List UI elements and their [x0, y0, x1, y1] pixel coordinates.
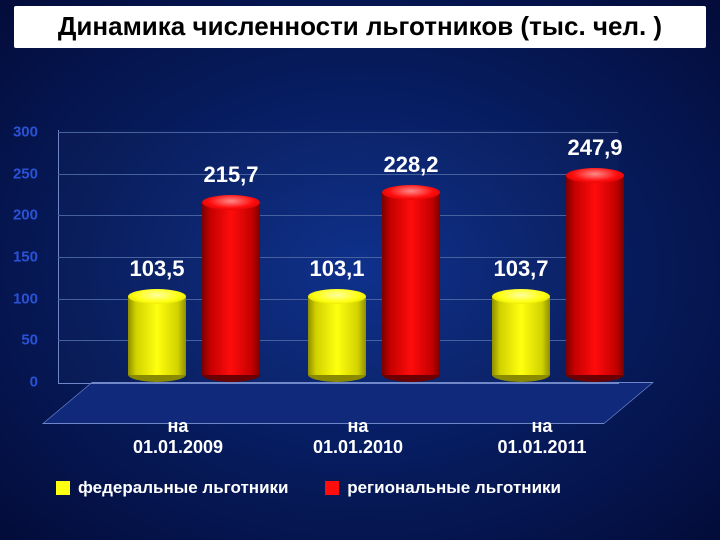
- bar-value-label: 228,2: [366, 152, 456, 178]
- x-category-label: на 01.01.2010: [288, 416, 428, 457]
- y-tick-label: 50: [2, 332, 38, 349]
- bar-regional: [566, 175, 624, 382]
- bar-value-label: 215,7: [186, 162, 276, 188]
- y-tick-label: 200: [2, 207, 38, 224]
- bar-group: 103,1228,2: [308, 130, 478, 382]
- bar-federal: [128, 296, 186, 382]
- bar-value-label: 103,5: [112, 256, 202, 282]
- bar-value-label: 103,7: [476, 256, 566, 282]
- legend-swatch-regional: [325, 481, 339, 495]
- bar-regional: [202, 202, 260, 382]
- bar-federal: [308, 296, 366, 382]
- bar-regional: [382, 192, 440, 382]
- bar-chart: 103,5215,7103,1228,2103,7247,9 050100150…: [46, 118, 682, 478]
- legend-swatch-federal: [56, 481, 70, 495]
- y-tick-label: 250: [2, 165, 38, 182]
- y-tick-label: 0: [2, 374, 38, 391]
- bar-value-label: 247,9: [550, 135, 640, 161]
- legend-label: федеральные льготники: [78, 478, 288, 498]
- bar-federal: [492, 296, 550, 382]
- page-title: Динамика численности льготников (тыс. че…: [14, 6, 706, 48]
- y-tick-label: 150: [2, 249, 38, 266]
- bar-group: 103,5215,7: [128, 130, 298, 382]
- y-tick-label: 100: [2, 290, 38, 307]
- legend: федеральные льготники региональные льгот…: [56, 478, 666, 500]
- bar-value-label: 103,1: [292, 256, 382, 282]
- bar-group: 103,7247,9: [492, 130, 662, 382]
- legend-label: региональные льготники: [347, 478, 561, 498]
- legend-item-regional: региональные льготники: [325, 478, 561, 498]
- x-category-label: на 01.01.2009: [108, 416, 248, 457]
- y-tick-label: 300: [2, 124, 38, 141]
- x-category-label: на 01.01.2011: [472, 416, 612, 457]
- plot-area: 103,5215,7103,1228,2103,7247,9: [92, 132, 652, 384]
- legend-item-federal: федеральные льготники: [56, 478, 288, 498]
